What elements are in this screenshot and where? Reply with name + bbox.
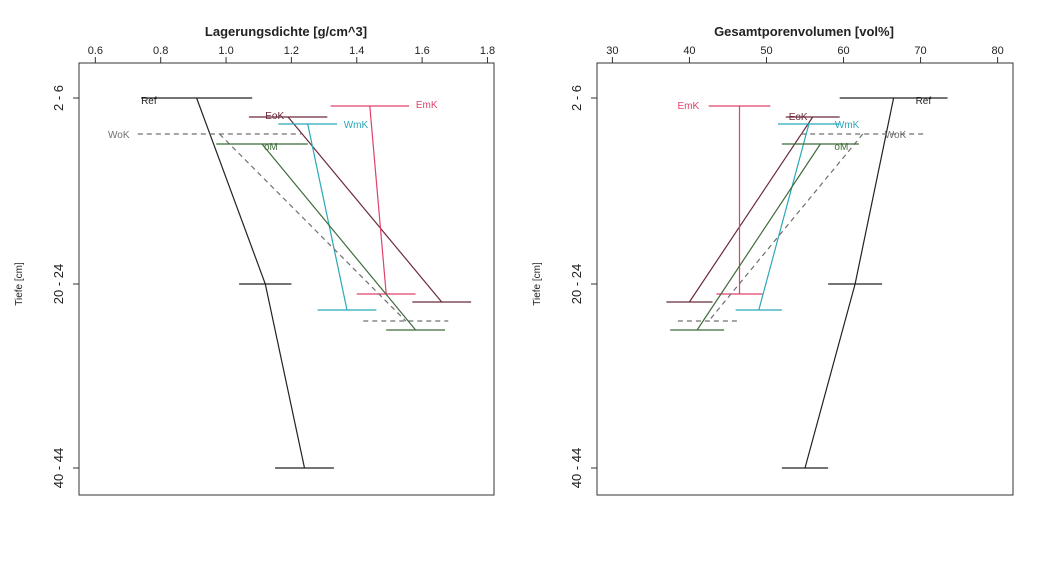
x-tick-label: 30: [606, 45, 618, 57]
series-layer: Ref EoK EmK WmK WoK oM: [108, 96, 472, 469]
y-tick-label: 40 - 44: [569, 448, 584, 488]
y-tick-label: 40 - 44: [51, 448, 66, 488]
chart-title: Gesamtporenvolumen [vol%]: [714, 24, 894, 39]
series-line: [196, 97, 306, 469]
series-line: [696, 143, 821, 331]
series-ref: Ref: [781, 96, 948, 469]
plot-frame: [78, 62, 495, 496]
y-tick-label: 20 - 24: [569, 264, 584, 304]
series-label: EoK: [265, 111, 284, 122]
plot-frame: [596, 62, 1014, 496]
x-ticks: 0.6 0.8 1.0 1.2 1.4 1.6 1.8: [88, 45, 495, 63]
series-wok: WoK: [108, 130, 449, 322]
series-eok: EoK: [248, 111, 472, 303]
x-tick-label: 80: [991, 45, 1003, 57]
y-axis-label: Tiefe [cm]: [14, 262, 25, 306]
series-label: EmK: [416, 100, 438, 111]
series-om: oM: [670, 142, 859, 331]
series-line: [804, 97, 895, 469]
y-ticks: 2 - 6 20 - 24 40 - 44: [51, 85, 79, 488]
series-wok: WoK: [677, 130, 925, 322]
series-label: WmK: [835, 120, 860, 131]
chart-title: Lagerungsdichte [g/cm^3]: [205, 24, 367, 39]
series-wmk: WmK: [278, 120, 377, 311]
y-tick-label: 2 - 6: [51, 85, 66, 111]
series-wmk: WmK: [735, 120, 860, 311]
x-tick-label: 1.4: [349, 45, 364, 57]
series-line: [688, 116, 814, 303]
y-tick-label: 20 - 24: [51, 264, 66, 304]
series-line: [261, 143, 417, 331]
series-label: WoK: [108, 130, 130, 141]
series-label: EoK: [789, 112, 808, 123]
series-line: [287, 116, 443, 303]
x-tick-label: 0.8: [153, 45, 168, 57]
y-tick-label: 2 - 6: [569, 85, 584, 111]
series-line: [758, 123, 810, 311]
x-tick-label: 1.8: [480, 45, 495, 57]
y-ticks: 2 - 6 20 - 24 40 - 44: [569, 85, 597, 488]
series-layer: Ref EoK EmK WmK WoK oM: [666, 96, 948, 469]
x-tick-label: 40: [683, 45, 695, 57]
series-line: [708, 133, 864, 322]
chart-gesamtporenvolumen: Gesamtporenvolumen [vol%] Tiefe [cm] 30 4…: [532, 24, 1014, 496]
series-label: WoK: [885, 130, 907, 141]
series-ref: Ref: [141, 96, 334, 469]
x-ticks: 30 40 50 60 70 80: [606, 45, 1004, 63]
series-eok: EoK: [666, 112, 840, 303]
series-emk: EmK: [678, 101, 771, 295]
x-tick-label: 60: [837, 45, 849, 57]
series-om: oM: [216, 142, 445, 331]
series-label: Ref: [916, 96, 932, 107]
y-axis-label: Tiefe [cm]: [532, 262, 543, 306]
x-tick-label: 0.6: [88, 45, 103, 57]
series-label: Ref: [141, 96, 157, 107]
x-tick-label: 1.0: [218, 45, 233, 57]
series-label: EmK: [678, 101, 700, 112]
series-label: oM: [834, 142, 848, 153]
series-line: [307, 123, 348, 311]
series-label: WmK: [344, 120, 369, 131]
series-label: oM: [264, 142, 278, 153]
chart-lagerungsdichte: Lagerungsdichte [g/cm^3] Tiefe [cm] 0.6 0…: [14, 24, 495, 496]
x-tick-label: 50: [760, 45, 772, 57]
x-tick-label: 1.6: [414, 45, 429, 57]
x-tick-label: 70: [914, 45, 926, 57]
x-tick-label: 1.2: [284, 45, 299, 57]
series-line: [219, 133, 407, 322]
series-line: [369, 105, 387, 295]
